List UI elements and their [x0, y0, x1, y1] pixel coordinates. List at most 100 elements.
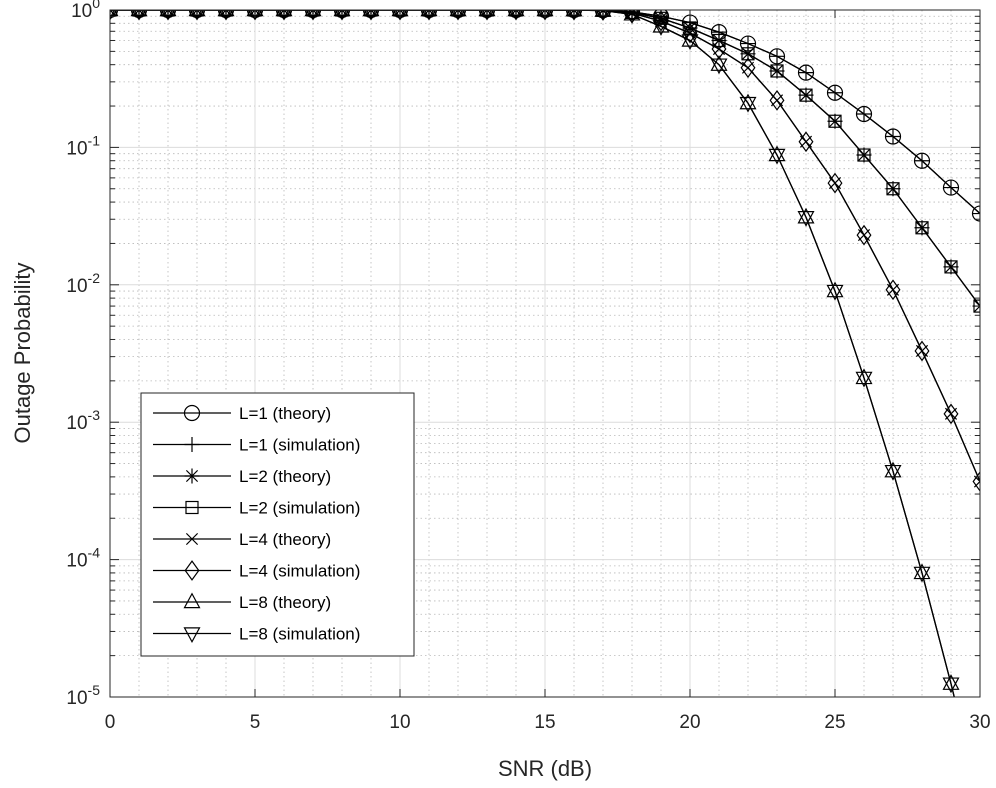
marker-triangle-up: [449, 10, 467, 17]
x-tick-label: 30: [969, 712, 990, 733]
marker-triangle-up: [130, 10, 148, 17]
x-tick-label: 20: [679, 712, 700, 733]
marker-plus: [972, 206, 980, 222]
marker-circle: [183, 404, 201, 422]
marker-triangle-down: [884, 464, 902, 481]
marker-diamond: [972, 471, 980, 492]
x-tick-label: 25: [824, 712, 845, 733]
marker-triangle-up: [275, 10, 293, 17]
marker-diamond: [856, 224, 872, 246]
y-tick-label: 100: [71, 0, 100, 22]
marker-triangle-up: [304, 10, 322, 17]
marker-triangle-down: [162, 10, 174, 20]
marker-triangle-up: [420, 10, 438, 17]
marker-plus: [827, 85, 843, 101]
marker-triangle-down: [913, 566, 931, 583]
series-line: [110, 10, 955, 697]
legend-label: L=4 (theory): [239, 530, 331, 549]
marker-triangle-up: [884, 461, 902, 478]
marker-triangle-down: [652, 20, 670, 36]
marker-diamond: [798, 131, 814, 153]
y-tick-label: 10-3: [66, 407, 100, 434]
y-tick-labels: 100 10-1 10-2 10-3 10-4 10-5: [66, 0, 100, 709]
marker-triangle-down: [249, 10, 261, 20]
x-tick-labels: 0 5 10 15 20 25 30: [105, 712, 991, 733]
marker-diamond: [769, 89, 785, 111]
marker-triangle-up: [913, 563, 931, 580]
marker-triangle-up: [594, 10, 612, 17]
marker-diamond: [653, 10, 669, 32]
marker-diamond: [682, 22, 698, 44]
marker-plus: [798, 65, 814, 81]
marker-square: [828, 114, 842, 128]
marker-triangle-up: [478, 10, 496, 17]
legend-label: L=8 (theory): [239, 593, 331, 612]
marker-square: [857, 148, 871, 162]
marker-x: [185, 532, 199, 546]
legend-item: L=2 (simulation): [153, 499, 360, 518]
marker-diamond: [943, 403, 959, 425]
marker-triangle-down: [710, 58, 728, 75]
marker-triangle-up: [333, 10, 351, 17]
marker-triangle-up: [855, 368, 873, 385]
marker-triangle-down: [797, 211, 815, 227]
marker-triangle-down: [624, 10, 640, 24]
marker-diamond: [914, 340, 930, 362]
marker-triangle-down: [110, 10, 116, 20]
marker-diamond: [827, 172, 843, 194]
legend-label: L=8 (simulation): [239, 625, 360, 644]
marker-diamond: [885, 279, 901, 301]
marker-triangle-down: [278, 10, 290, 20]
marker-triangle-down: [539, 10, 551, 20]
legend-label: L=2 (theory): [239, 467, 331, 486]
marker-triangle-down: [768, 148, 786, 165]
marker-asterisk: [184, 468, 200, 484]
marker-square: [770, 64, 784, 78]
marker-triangle-down: [942, 677, 960, 694]
marker-plus: [856, 106, 872, 122]
series-line: [110, 10, 980, 307]
marker-triangle-up: [217, 10, 235, 17]
marker-triangle-down: [481, 10, 493, 20]
marker-square: [741, 47, 755, 61]
y-axis-label: Outage Probability: [10, 263, 35, 444]
marker-triangle-up: [362, 10, 380, 17]
marker-triangle-down: [423, 10, 435, 20]
marker-square: [886, 182, 900, 196]
marker-triangle-up: [565, 10, 583, 17]
marker-triangle-down: [220, 10, 232, 20]
marker-triangle-down: [739, 96, 757, 113]
marker-plus: [184, 437, 200, 452]
x-tick-label: 10: [389, 712, 410, 733]
marker-triangle-down: [568, 10, 580, 20]
marker-square: [973, 299, 980, 313]
series-layer: [110, 10, 980, 697]
marker-diamond: [184, 560, 200, 581]
marker-triangle-down: [510, 10, 522, 20]
marker-triangle-down: [394, 10, 406, 20]
marker-triangle-up: [739, 93, 757, 110]
legend-item: L=1 (simulation): [153, 436, 360, 455]
marker-triangle-down: [826, 284, 844, 301]
legend-item: L=8 (theory): [153, 592, 331, 612]
marker-triangle-down: [855, 371, 873, 388]
legend-item: L=1 (theory): [153, 404, 331, 423]
marker-triangle-down: [452, 10, 464, 20]
x-tick-label: 0: [105, 712, 116, 733]
marker-square: [683, 21, 697, 35]
marker-triangle-down: [191, 10, 203, 20]
marker-triangle-up: [768, 145, 786, 162]
y-tick-label: 10-5: [66, 682, 100, 709]
x-axis-label: SNR (dB): [498, 756, 592, 781]
x-tick-label: 15: [534, 712, 555, 733]
marker-plus: [769, 48, 785, 64]
marker-triangle-down: [597, 10, 609, 21]
legend-item: L=2 (theory): [153, 467, 331, 486]
marker-square: [185, 500, 199, 515]
axis-ticks: [109, 9, 981, 698]
marker-diamond: [711, 38, 727, 60]
marker-plus: [885, 129, 901, 145]
legend-item: L=4 (simulation): [153, 560, 360, 581]
series-line: [110, 10, 980, 482]
